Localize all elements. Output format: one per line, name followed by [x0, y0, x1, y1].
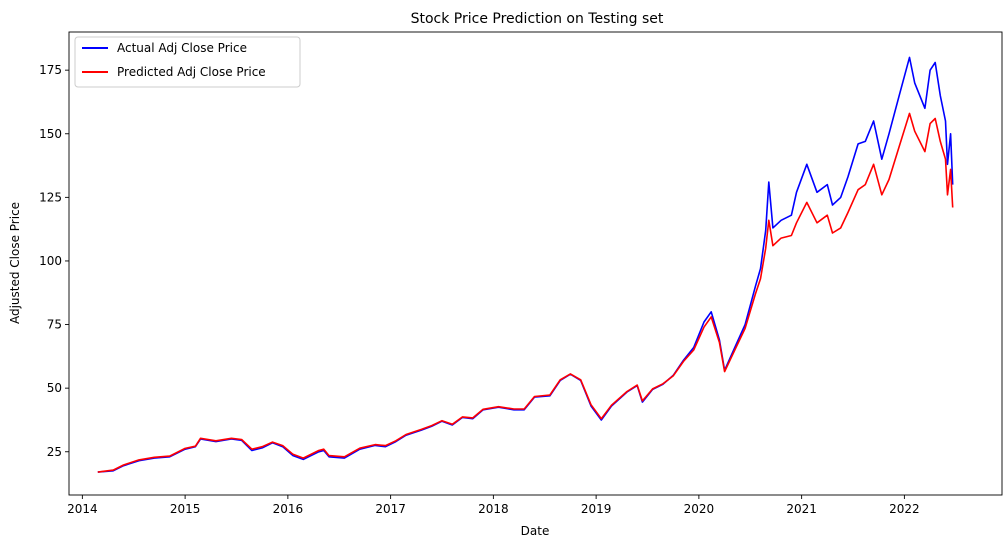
x-tick-label: 2016 — [273, 502, 304, 516]
legend-label-actual: Actual Adj Close Price — [117, 41, 247, 55]
legend-label-predicted: Predicted Adj Close Price — [117, 65, 266, 79]
x-tick-label: 2020 — [684, 502, 715, 516]
y-tick-label: 75 — [47, 318, 62, 332]
x-tick-label: 2022 — [889, 502, 920, 516]
x-tick-label: 2018 — [478, 502, 509, 516]
x-axis: 2014 2015 2016 2017 2018 2019 2020 2021 2022 — [67, 495, 920, 516]
y-tick-label: 175 — [39, 63, 62, 77]
y-tick-label: 125 — [39, 190, 62, 204]
x-tick-label: 2015 — [170, 502, 201, 516]
x-tick-label: 2017 — [375, 502, 406, 516]
x-tick-label: 2021 — [786, 502, 817, 516]
legend: Actual Adj Close Price Predicted Adj Clo… — [74, 36, 301, 88]
legend-box — [74, 36, 301, 88]
y-tick-label: 150 — [39, 127, 62, 141]
y-tick-label: 50 — [47, 381, 62, 395]
series-layer — [97, 56, 954, 473]
y-axis: 25 50 75 100 125 150 175 — [39, 63, 69, 459]
y-tick-label: 25 — [47, 445, 62, 459]
x-tick-label: 2019 — [581, 502, 612, 516]
plot-frame — [68, 31, 1003, 496]
chart-title: Stock Price Prediction on Testing set — [411, 11, 664, 27]
x-tick-label: 2014 — [67, 502, 98, 516]
y-tick-label: 100 — [39, 254, 62, 268]
x-axis-label: Date — [521, 524, 550, 538]
series-line-predicted — [97, 112, 954, 473]
y-axis-label: Adjusted Close Price — [8, 202, 22, 324]
